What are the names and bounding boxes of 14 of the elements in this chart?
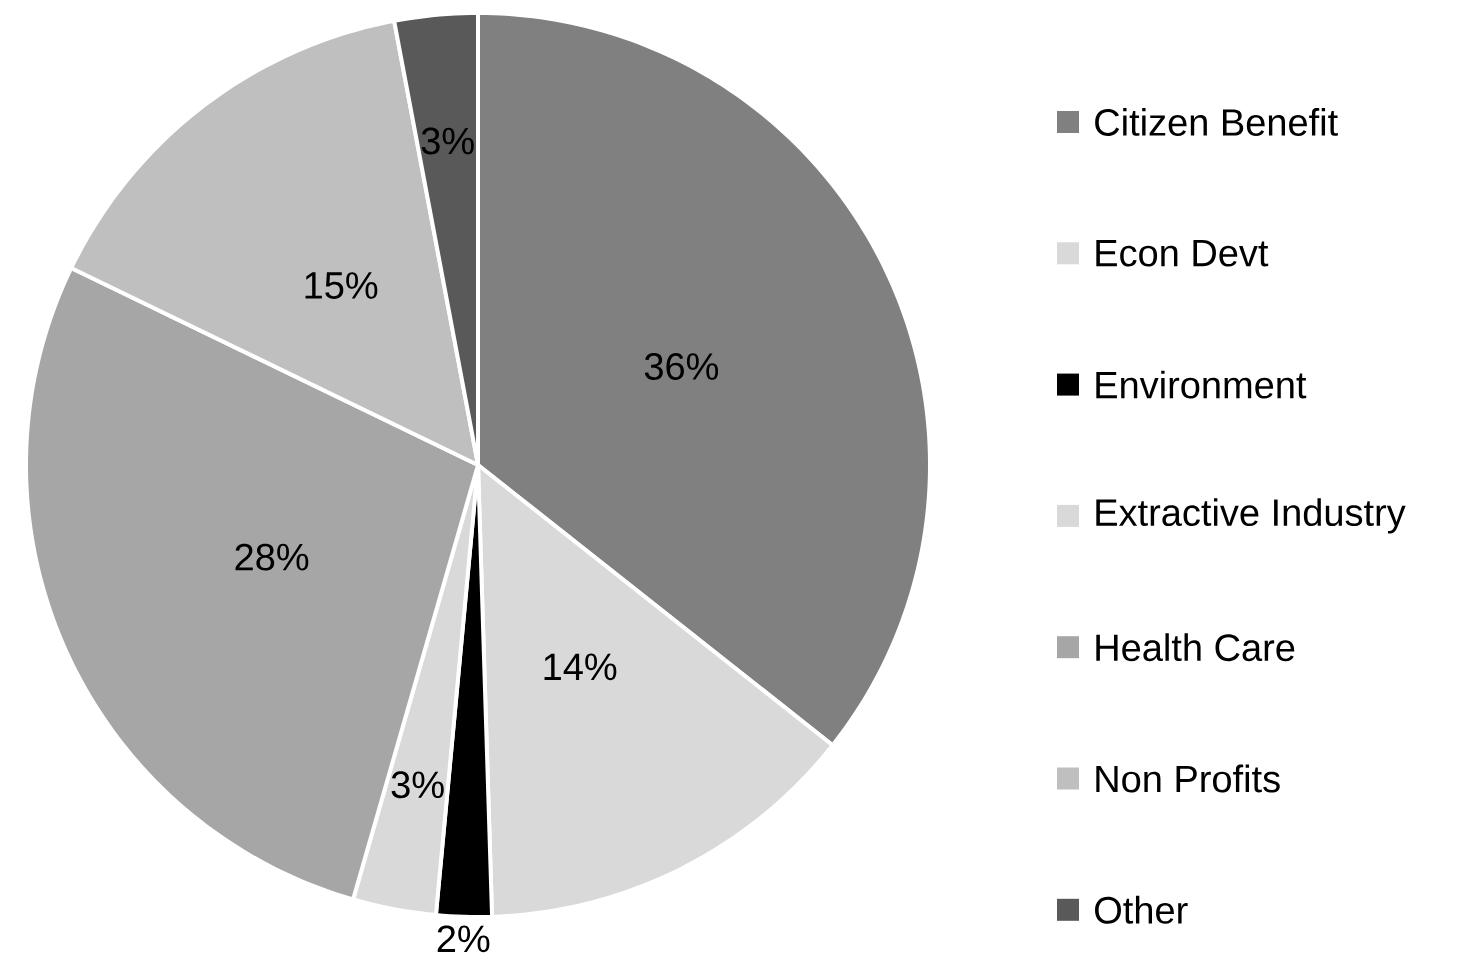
legend-label: Non Profits <box>1096 764 1280 793</box>
legend-label: Extractive Industry <box>1096 498 1406 534</box>
data-label: 14% <box>544 653 617 681</box>
data-label: 15% <box>305 272 378 299</box>
data-label: 36% <box>644 353 719 380</box>
data-label: 2% <box>437 925 490 953</box>
legend-label: Citizen Benefit <box>1095 108 1338 136</box>
data-label: 3% <box>421 127 474 155</box>
legend-label: Health Care <box>1096 633 1295 662</box>
legend-label: Environment <box>1096 370 1307 399</box>
legend-label: Econ Devt <box>1096 240 1269 267</box>
legend-label: Other <box>1095 895 1188 924</box>
data-label: 3% <box>391 771 444 799</box>
data-label: 28% <box>235 543 309 571</box>
